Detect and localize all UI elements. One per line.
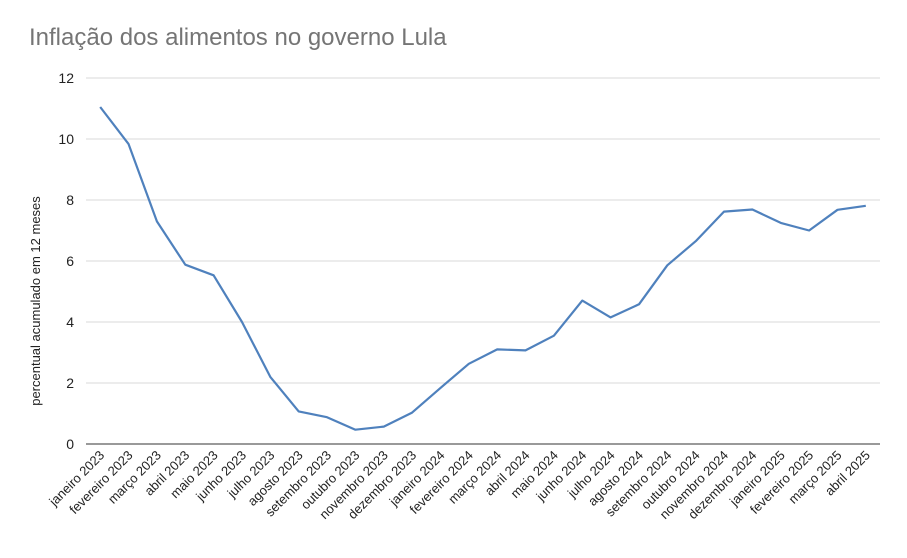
y-tick-label: 4 [66, 314, 74, 330]
y-tick-label: 2 [66, 375, 74, 391]
y-tick-label: 12 [58, 70, 74, 86]
y-tick-label: 6 [66, 253, 74, 269]
chart-title: Inflação dos alimentos no governo Lula [29, 24, 447, 51]
gridlines [86, 77, 880, 384]
series-line [99, 106, 866, 431]
y-axis-ticks: 0 2 4 6 8 10 12 [58, 70, 74, 452]
y-tick-label: 0 [66, 436, 74, 452]
y-axis-label: percentual acumulado em 12 meses [28, 196, 43, 406]
y-tick-label: 10 [58, 131, 74, 147]
y-tick-label: 8 [66, 192, 74, 208]
